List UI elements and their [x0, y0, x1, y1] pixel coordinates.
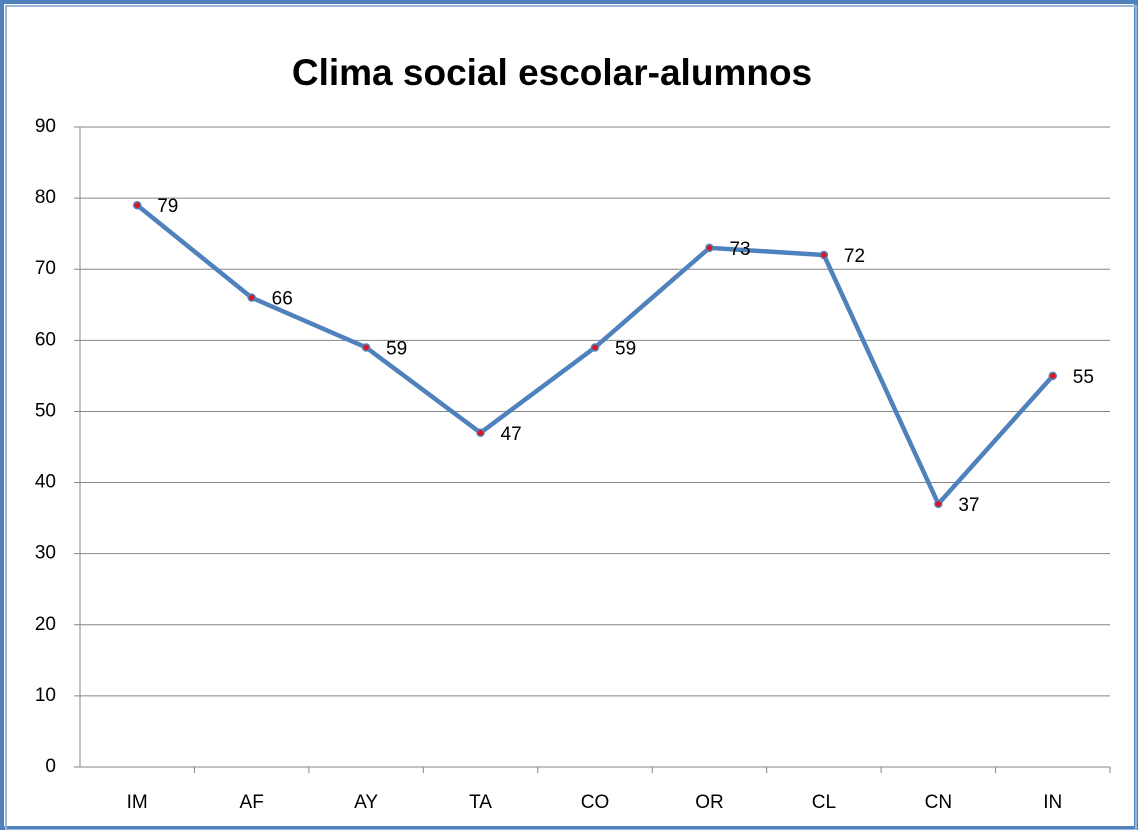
y-tick-label: 50 — [35, 400, 56, 421]
x-tick-label: CN — [925, 792, 952, 813]
y-tick-label: 80 — [35, 187, 56, 208]
x-tick-label: AF — [240, 792, 264, 813]
x-tick-label: CO — [581, 792, 610, 813]
y-tick-label: 20 — [35, 614, 56, 635]
data-point — [247, 293, 256, 302]
x-tick-label: AY — [354, 792, 378, 813]
y-tick-label: 60 — [35, 329, 56, 350]
data-label: 37 — [958, 495, 979, 516]
y-tick-label: 40 — [35, 472, 56, 493]
x-tick-label: IM — [127, 792, 148, 813]
data-point — [590, 343, 600, 352]
x-tick-label: IN — [1043, 792, 1062, 813]
x-tick-label: CL — [812, 792, 836, 813]
data-point — [934, 499, 943, 509]
data-point — [1048, 371, 1058, 381]
x-tick-label: TA — [469, 792, 492, 813]
y-tick-label: 70 — [35, 258, 56, 279]
data-label: 66 — [272, 289, 293, 310]
y-tick-label: 90 — [35, 116, 56, 137]
data-point — [132, 200, 142, 210]
y-tick-label: 0 — [45, 756, 56, 777]
data-label: 59 — [615, 338, 636, 359]
data-point — [361, 343, 371, 352]
data-point — [476, 428, 485, 438]
data-label: 72 — [844, 246, 865, 267]
data-label: 55 — [1073, 367, 1094, 388]
data-label: 59 — [386, 338, 407, 359]
chart-title: Clima social escolar-alumnos — [292, 52, 812, 93]
data-label: 79 — [157, 196, 178, 217]
data-label: 73 — [729, 239, 750, 260]
data-label: 47 — [501, 424, 522, 445]
x-tick-label: OR — [695, 792, 724, 813]
y-tick-label: 30 — [35, 543, 56, 564]
y-tick-label: 10 — [35, 685, 56, 706]
data-point — [819, 250, 829, 260]
data-point — [705, 243, 714, 253]
